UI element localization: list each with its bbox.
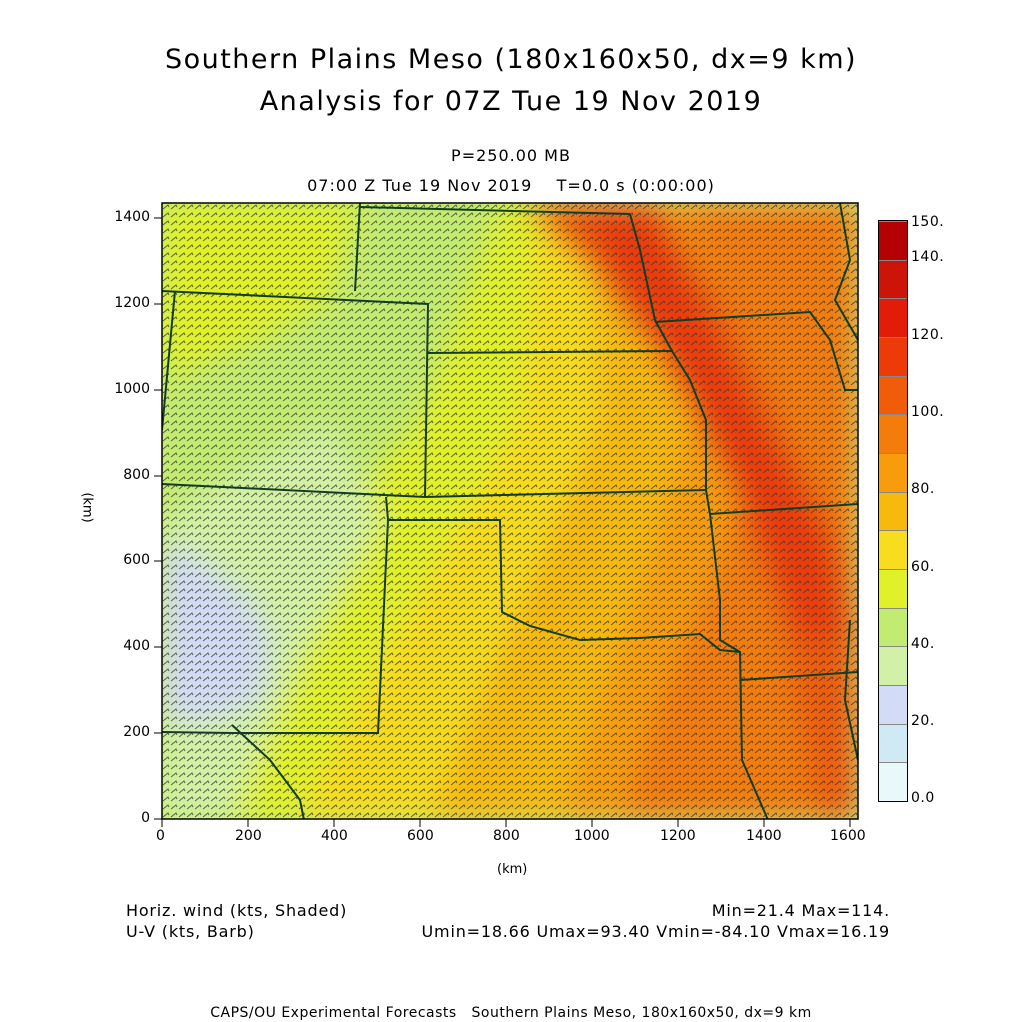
y-tick-label: 200 — [123, 724, 150, 740]
x-tick-label: 600 — [407, 828, 434, 844]
colorbar-segment — [879, 762, 907, 801]
colorbar-segment — [879, 336, 907, 376]
colorbar-label: 140. — [911, 249, 945, 265]
colorbar — [878, 220, 908, 802]
legend-right-line1: Min=21.4 Max=114. — [711, 901, 890, 920]
state-boundaries — [162, 203, 858, 819]
colorbar-segment — [879, 607, 907, 647]
y-tick-label: 1000 — [114, 381, 150, 397]
x-tick-label: 1400 — [746, 828, 782, 844]
colorbar-segment — [879, 723, 907, 763]
plot-frame — [161, 202, 859, 820]
colorbar-label: 100. — [911, 404, 945, 420]
y-axis-ticks — [154, 217, 162, 820]
pressure-level-label: P=250.00 MB — [451, 146, 571, 165]
y-tick-label: 0 — [141, 810, 150, 826]
y-tick-label: 1400 — [114, 209, 150, 225]
x-axis-label: (km) — [497, 862, 528, 877]
footer-credit: CAPS/OU Experimental Forecasts Southern … — [210, 1005, 812, 1021]
y-tick-label: 800 — [123, 467, 150, 483]
x-tick-label: 1200 — [660, 828, 696, 844]
plot-title-line2: Analysis for 07Z Tue 19 Nov 2019 — [259, 86, 763, 117]
colorbar-segment — [879, 220, 907, 260]
colorbar-segment — [879, 684, 907, 724]
colorbar-labels: 150. 140. 120. 100. 80. 60. 40. 20. 0.0 — [911, 210, 991, 810]
colorbar-segment — [879, 491, 907, 531]
legend-right-line2: Umin=18.66 Umax=93.40 Vmin=-84.10 Vmax=1… — [421, 922, 890, 941]
y-tick-label: 600 — [123, 552, 150, 568]
x-tick-label: 400 — [321, 828, 348, 844]
colorbar-segment — [879, 452, 907, 492]
x-tick-label: 800 — [493, 828, 520, 844]
colorbar-label: 40. — [911, 636, 935, 652]
colorbar-segment — [879, 414, 907, 453]
x-tick-label: 0 — [156, 828, 165, 844]
colorbar-label: 20. — [911, 713, 935, 729]
colorbar-segment — [879, 298, 907, 337]
legend-left-line1: Horiz. wind (kts, Shaded) — [126, 901, 348, 920]
x-tick-label: 200 — [235, 828, 262, 844]
colorbar-label: 0.0 — [911, 790, 935, 806]
x-tick-label: 1000 — [574, 828, 610, 844]
colorbar-segment — [879, 530, 907, 569]
colorbar-segment — [879, 568, 907, 608]
x-tick-label: 1600 — [830, 828, 866, 844]
colorbar-label: 150. — [911, 214, 945, 230]
colorbar-segment — [879, 259, 907, 299]
y-tick-label: 400 — [123, 638, 150, 654]
plot-title-line1: Southern Plains Meso (180x160x50, dx=9 k… — [164, 44, 858, 75]
valid-time-label: 07:00 Z Tue 19 Nov 2019 T=0.0 s (0:00:00… — [307, 176, 715, 195]
y-axis-label: (km) — [79, 492, 95, 523]
colorbar-label: 80. — [911, 481, 935, 497]
x-axis-ticks — [161, 819, 851, 827]
colorbar-segment — [879, 375, 907, 415]
colorbar-segment — [879, 646, 907, 685]
colorbar-label: 120. — [911, 327, 945, 343]
legend-left-line2: U-V (kts, Barb) — [126, 922, 255, 941]
y-tick-label: 1200 — [114, 295, 150, 311]
colorbar-label: 60. — [911, 559, 935, 575]
